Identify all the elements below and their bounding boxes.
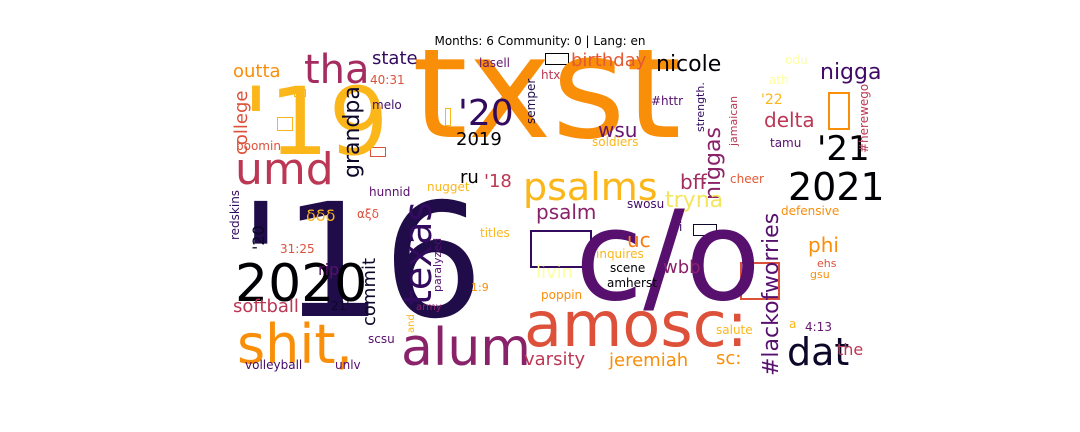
word: δδδ bbox=[306, 206, 336, 225]
word: soldiers bbox=[592, 135, 639, 149]
word: inquires bbox=[596, 247, 644, 261]
word: bff bbox=[680, 170, 707, 194]
word: amosc: bbox=[524, 288, 748, 361]
emoji-glyph-small bbox=[445, 108, 451, 126]
word: #httr bbox=[651, 94, 684, 108]
word: a bbox=[789, 317, 797, 331]
word: boomin bbox=[236, 139, 281, 153]
word: birthday bbox=[571, 50, 647, 71]
word: delta bbox=[764, 108, 815, 132]
word: the bbox=[837, 340, 864, 359]
emoji-glyph-small bbox=[277, 117, 293, 131]
word: salute bbox=[716, 323, 753, 337]
word: 2020 bbox=[235, 254, 368, 314]
word: txst bbox=[412, 50, 682, 171]
word: melo bbox=[372, 98, 402, 112]
word: 2021 bbox=[788, 165, 881, 209]
word: nigga bbox=[820, 60, 881, 85]
word: 1:9 bbox=[471, 281, 489, 294]
word: '22 bbox=[761, 92, 783, 108]
word: phi bbox=[808, 233, 839, 257]
word: paralyzed bbox=[431, 237, 444, 292]
word: tha bbox=[304, 50, 370, 93]
word: strength. bbox=[694, 82, 707, 132]
word: volleyball bbox=[245, 358, 303, 372]
word: amherst bbox=[607, 276, 657, 290]
word: poppin bbox=[541, 288, 583, 302]
word: scsu bbox=[368, 332, 395, 346]
word: #herewego bbox=[857, 83, 871, 153]
word: tryna bbox=[665, 188, 724, 213]
word: sc: bbox=[716, 348, 742, 369]
word: i bbox=[679, 220, 683, 234]
word: dat bbox=[787, 330, 850, 374]
word: semper bbox=[524, 78, 538, 124]
word: unlv bbox=[335, 358, 361, 372]
word: softball bbox=[233, 296, 299, 317]
word: varsity bbox=[524, 349, 586, 370]
word: psalms bbox=[523, 165, 658, 209]
word: alum bbox=[401, 318, 531, 378]
word: '21 bbox=[817, 129, 870, 169]
word: '20 bbox=[458, 93, 514, 134]
word: '18 bbox=[484, 171, 512, 192]
word: 2019 bbox=[456, 129, 502, 150]
word: commit bbox=[359, 257, 380, 326]
word: titles bbox=[480, 226, 510, 240]
emoji-glyph-small bbox=[545, 53, 569, 65]
word: redskins bbox=[228, 189, 242, 240]
emoji-glyph-small bbox=[693, 224, 717, 236]
word: swosu bbox=[627, 197, 665, 211]
word: psalm bbox=[536, 200, 597, 224]
word: state bbox=[372, 50, 418, 69]
word: nicole bbox=[656, 52, 722, 77]
word: 21' bbox=[331, 299, 350, 313]
word: odu bbox=[785, 53, 808, 67]
word: ru bbox=[460, 167, 479, 188]
word: '20 bbox=[249, 225, 268, 250]
emoji-glyph-small bbox=[370, 147, 386, 157]
word: wsu bbox=[598, 118, 638, 142]
word: nugget bbox=[427, 180, 470, 194]
word: αξδ bbox=[357, 207, 379, 221]
word: jamaican bbox=[727, 95, 740, 146]
word: jeremiah bbox=[609, 350, 689, 371]
word: scene bbox=[610, 261, 646, 275]
word: outta bbox=[233, 61, 281, 82]
word: uc bbox=[627, 228, 651, 252]
word: '19 bbox=[243, 68, 389, 177]
emoji-glyph-large-2 bbox=[740, 262, 780, 300]
word: livin bbox=[536, 262, 574, 283]
word: wbb bbox=[663, 257, 701, 278]
word: rip bbox=[318, 260, 340, 279]
word: umd bbox=[235, 144, 334, 195]
word: htx bbox=[541, 68, 561, 82]
word: ehs bbox=[817, 257, 837, 270]
word: gsu bbox=[810, 268, 830, 281]
word: c/o bbox=[575, 185, 761, 329]
word: cheer bbox=[730, 172, 764, 186]
emoji-glyph-large-3 bbox=[530, 230, 592, 268]
word: 40:31 bbox=[370, 73, 405, 87]
word: hunnid bbox=[369, 185, 411, 199]
word: tamu bbox=[770, 136, 802, 150]
emoji-glyph-small bbox=[294, 89, 306, 97]
word: army bbox=[416, 302, 442, 313]
word: and bbox=[406, 314, 417, 333]
word: grandpa bbox=[340, 86, 365, 178]
word: ath bbox=[769, 73, 789, 87]
plot-title: Months: 6 Community: 0 | Lang: en bbox=[434, 34, 646, 48]
word: #lackofworries bbox=[759, 212, 784, 376]
word: lasell bbox=[479, 56, 510, 70]
word: 4:13 bbox=[805, 320, 832, 334]
word: shit, bbox=[237, 313, 353, 376]
word-cloud: txst '16 c/o '19 amosc: shit, alum 2020 … bbox=[225, 50, 881, 378]
emoji-glyph-large-1 bbox=[828, 92, 850, 130]
word: '16 bbox=[239, 170, 484, 354]
word: 31:25 bbox=[280, 242, 315, 256]
word: defensive bbox=[781, 204, 840, 218]
